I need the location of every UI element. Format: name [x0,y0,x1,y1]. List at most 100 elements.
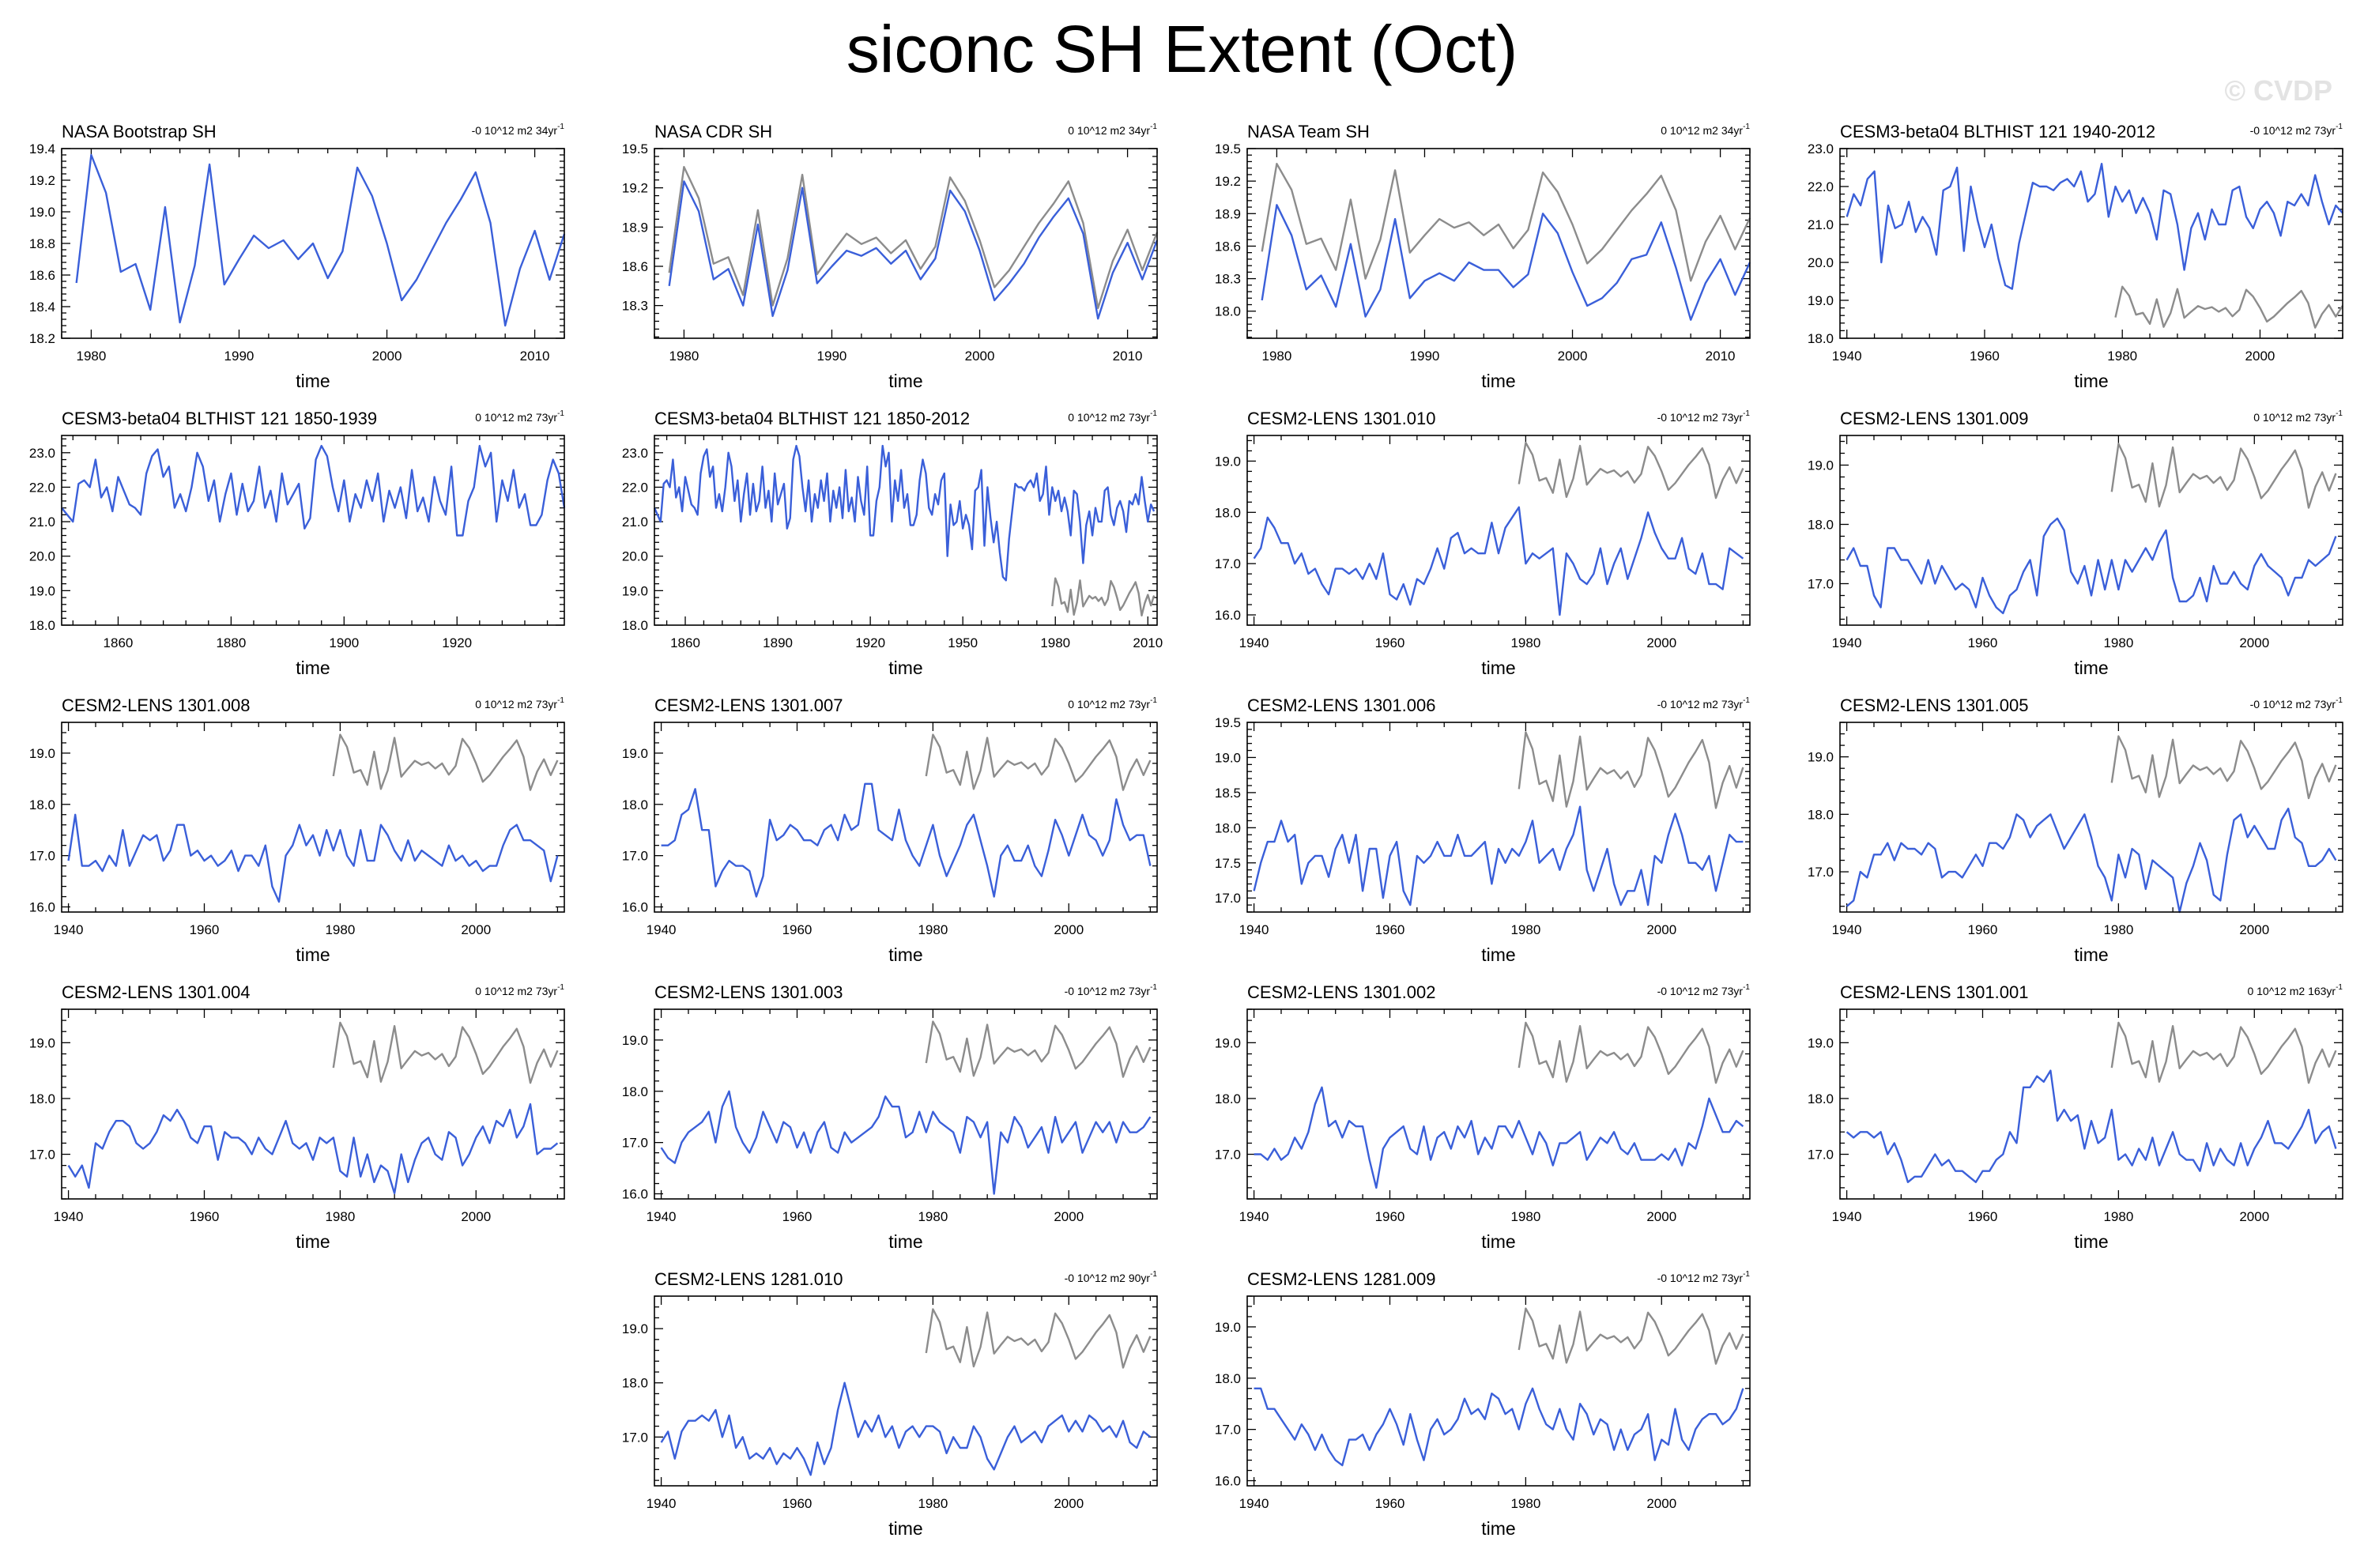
y-tick-label: 18.0 [29,1091,55,1106]
chart-panel: CESM2-LENS 1301.007 0 10^12 m2 73yr-1 1940… [622,695,1158,965]
panel-title: CESM3-beta04 BLTHIST 121 1850-2012 [654,409,970,428]
x-tick-label: 2000 [1646,1209,1676,1224]
x-tick-label: 2000 [461,1209,491,1224]
trend-label: -0 10^12 m2 73yr-1 [1657,409,1751,424]
y-tick-label: 19.0 [1215,1035,1241,1050]
x-tick-label: 1960 [782,1496,813,1511]
y-tick-label: 19.5 [1215,715,1241,730]
y-tick-label: 17.0 [1215,1423,1241,1438]
plot-frame [1246,148,1751,339]
y-tick-label: 16.0 [1215,1474,1241,1489]
x-axis-label: time [1481,1518,1515,1539]
x-tick-label: 1940 [1832,635,1862,650]
x-tick-label: 1940 [54,1209,84,1224]
model-series-line [653,444,1156,582]
trend-label-superscript: -1 [2336,983,2343,992]
x-tick-label: 1940 [1832,922,1862,937]
y-tick-label: 17.0 [622,1136,648,1151]
y-tick-label: 18.0 [1808,1091,1834,1106]
chart-panel: CESM2-LENS 1281.010 -0 10^12 m2 90yr-1 194… [622,1269,1158,1539]
chart-panel: NASA Team SH 0 10^12 m2 34yr-1 1980 1990 200… [1215,122,1751,391]
panel-title: CESM2-LENS 1301.008 [62,695,250,715]
y-tick-label: 17.0 [29,849,55,864]
y-tick-label: 19.0 [1808,458,1834,473]
y-tick-label: 16.0 [622,1187,648,1202]
chart-panel: CESM3-beta04 BLTHIST 121 1850-1939 0 10^1… [29,409,566,678]
panel-title: CESM3-beta04 BLTHIST 121 1940-2012 [1840,122,2155,141]
plot-frame [1839,435,2343,626]
y-tick-label: 19.0 [622,1321,648,1336]
model-series-line [1254,1086,1744,1189]
chart-panel: NASA CDR SH 0 10^12 m2 34yr-1 1980 1990 2000… [622,122,1159,391]
x-tick-label: 1940 [647,1209,677,1224]
y-tick-label: 19.0 [1215,750,1241,765]
plot-frame [61,1008,565,1200]
x-tick-label: 2010 [520,349,550,364]
y-tick-label: 19.0 [1808,750,1834,765]
y-tick-label: 18.6 [622,259,648,274]
x-tick-label: 1980 [2107,349,2137,364]
y-tick-label: 20.0 [29,549,55,564]
trend-label-superscript: -1 [1150,696,1157,705]
x-tick-label: 1960 [782,922,813,937]
plot-frame [1246,435,1751,626]
y-tick-label: 18.0 [622,797,648,812]
x-tick-label: 2000 [2239,922,2269,937]
x-tick-label: 2000 [372,349,402,364]
x-tick-label: 1980 [918,1209,948,1224]
y-tick-label: 17.0 [622,1430,648,1445]
y-tick-label: 17.0 [1215,1148,1241,1163]
chart-panel: CESM2-LENS 1301.002 -0 10^12 m2 73yr-1 194… [1215,982,1751,1252]
y-tick-label: 18.2 [29,331,55,346]
plot-frame [61,148,565,339]
trend-label-text: -0 10^12 m2 73yr [1657,985,1744,997]
y-tick-label: 18.0 [622,1084,648,1099]
panel-title: CESM2-LENS 1301.005 [1840,695,2028,715]
x-axis-label: time [888,371,922,391]
trend-label-text: 0 10^12 m2 73yr [1068,698,1150,710]
x-tick-label: 1980 [76,349,106,364]
obs-series-line [925,733,1152,791]
trend-label: -0 10^12 m2 34yr-1 [472,122,565,137]
x-axis-label: time [296,944,330,965]
y-tick-label: 19.0 [622,746,648,761]
y-tick-label: 18.4 [29,300,55,315]
trend-label: 0 10^12 m2 73yr-1 [475,696,564,710]
y-tick-label: 18.0 [1808,331,1834,346]
trend-label: 0 10^12 m2 73yr-1 [475,983,564,997]
y-tick-label: 19.0 [29,746,55,761]
x-tick-label: 2000 [461,922,491,937]
y-tick-label: 17.0 [1808,577,1834,592]
obs-series-line [332,733,559,791]
x-tick-label: 1980 [2103,922,2133,937]
x-tick-label: 1980 [325,922,355,937]
chart-panel: CESM2-LENS 1301.004 0 10^12 m2 73yr-1 1940… [29,982,565,1252]
y-tick-label: 19.4 [29,141,55,156]
trend-label-superscript: -1 [1150,122,1157,131]
obs-series-line [1051,577,1156,616]
y-tick-label: 18.6 [1215,239,1241,254]
x-tick-label: 1940 [1832,349,1862,364]
x-axis-label: time [888,1518,922,1539]
y-tick-label: 19.5 [1215,141,1241,156]
trend-label: -0 10^12 m2 73yr-1 [1065,983,1158,997]
x-tick-label: 2000 [1054,1496,1084,1511]
trend-label-text: 0 10^12 m2 73yr [1068,411,1150,424]
y-tick-label: 22.0 [29,480,55,495]
x-axis-label: time [1481,944,1515,965]
x-axis-label: time [2074,944,2108,965]
trend-label: -0 10^12 m2 73yr-1 [2250,122,2343,137]
x-tick-label: 1940 [1832,1209,1862,1224]
y-tick-label: 17.5 [1215,856,1241,871]
trend-label-text: 0 10^12 m2 163yr [2247,985,2336,997]
trend-label-text: -0 10^12 m2 73yr [1657,411,1744,424]
trend-label-text: 0 10^12 m2 73yr [2253,411,2336,424]
y-tick-label: 17.0 [622,849,648,864]
model-series-line [1846,807,2337,914]
trend-label: 0 10^12 m2 73yr-1 [475,409,564,424]
trend-label-superscript: -1 [2336,696,2343,705]
trend-label-superscript: -1 [557,696,564,705]
x-axis-label: time [296,658,330,678]
trend-label-text: -0 10^12 m2 73yr [1657,1272,1744,1284]
x-tick-label: 1960 [1968,635,1998,650]
